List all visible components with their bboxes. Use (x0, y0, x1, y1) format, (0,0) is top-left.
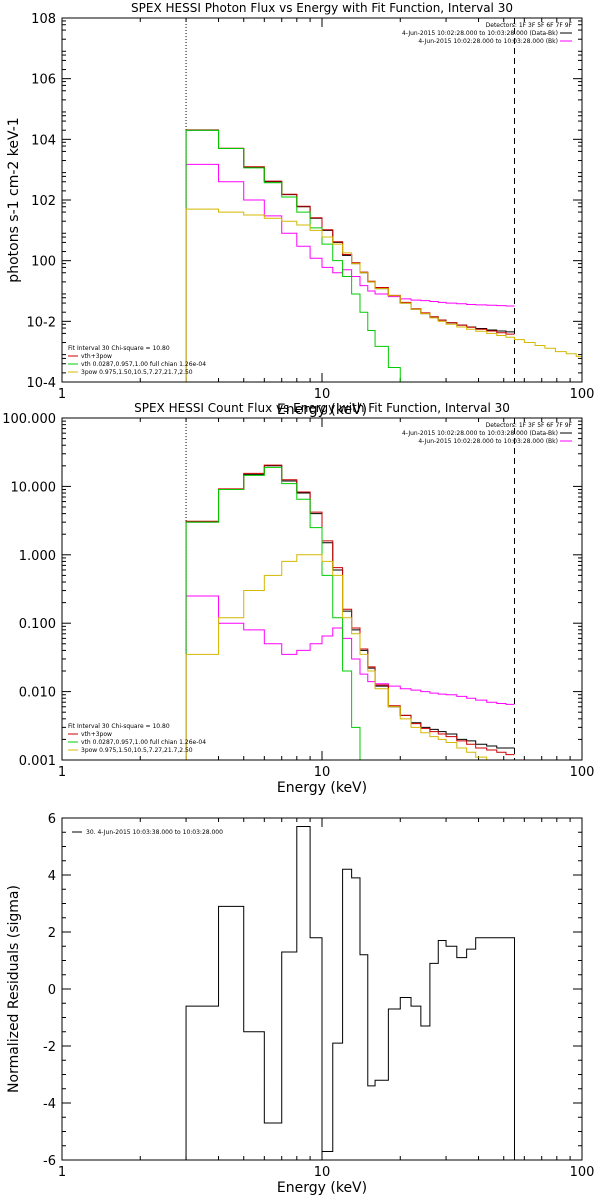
y-tick-label: 0.100 (19, 617, 56, 632)
y-tick-label: 0.010 (19, 686, 56, 701)
series-line-bk (185, 595, 515, 760)
y-tick-label: 2 (48, 926, 56, 941)
plot-frame (61, 817, 583, 1161)
x-tick-label: 1 (58, 1165, 66, 1180)
x-axis: 1 10 100 (58, 18, 595, 402)
y-axis-label: Normalized Residuals (sigma) (6, 885, 22, 1093)
y-tick-label: -6 (43, 1154, 56, 1169)
x-tick-label: 10 (314, 1165, 331, 1180)
legend-detectors: Detectors: 1F 3F 5F 6F 7F 9F (486, 422, 573, 429)
y-tick-label: 100 (31, 255, 56, 270)
legend-entry-bk: 4-Jun-2015 10:02:28.000 to 10:03:28.000 … (418, 38, 558, 45)
fit-legend: Fit Interval 30 Chi-square = 10.80vth+3p… (68, 345, 206, 376)
fit-legend-vth: vth 0.0287,0.957,1.00 full chian 1.26e-0… (81, 361, 206, 368)
fit-legend-total: vth+3pow (81, 731, 112, 738)
y-tick-label: 104 (31, 133, 56, 148)
series-group (185, 464, 515, 760)
photon-flux-panel: SPEX HESSI Photon Flux vs Energy with Fi… (6, 1, 595, 418)
series-line-vth-3pow (185, 129, 515, 382)
series-line-bk (185, 163, 515, 382)
chart-title: SPEX HESSI Count Flux vs Energy with Fit… (134, 401, 510, 415)
x-tick-label: 100 (570, 1165, 595, 1180)
legend-entry-bk: 4-Jun-2015 10:02:28.000 to 10:03:28.000 … (418, 438, 558, 445)
x-axis-label: Energy (keV) (277, 402, 367, 418)
fit-legend-total: vth+3pow (81, 353, 112, 360)
fit-legend-vth: vth 0.0287,0.957,1.00 full chian 1.26e-0… (81, 739, 206, 746)
series-line-vth (185, 129, 401, 382)
legend-entry-data-bk: 4-Jun-2015 10:02:28.000 to 10:03:28.000 … (402, 430, 558, 437)
y-tick-label: 108 (31, 12, 56, 27)
x-tick-label: 10 (314, 765, 331, 780)
series-line-vth-3pow (185, 464, 515, 760)
legend-entry-data-bk: 4-Jun-2015 10:02:28.000 to 10:03:28.000 … (402, 30, 558, 37)
x-tick-label: 100 (570, 387, 595, 402)
residual-legend: 30. 4-Jun-2015 10:03:38.000 to 10:03:28.… (72, 829, 223, 836)
fit-legend-title: Fit Interval 30 Chi-square = 10.80 (68, 723, 170, 730)
y-tick-label: 0 (48, 983, 56, 998)
y-tick-label: -2 (43, 1040, 56, 1055)
residuals-panel: 1 10 100 -6 -4 -2 0 2 4 6 Energy (keV) Normalized R… (6, 812, 595, 1196)
series-line-3pow (185, 554, 498, 760)
series-line-vth (185, 466, 361, 760)
x-tick-label: 100 (570, 765, 595, 780)
y-tick-label: 102 (31, 194, 56, 209)
y-axis-label: photons s-1 cm-2 keV-1 (6, 117, 22, 282)
y-tick-label: 100.000 (2, 412, 56, 427)
count-flux-panel: SPEX HESSI Count Flux vs Energy with Fit… (2, 401, 595, 796)
legend-detectors: Detectors: 1F 3F 5F 6F 7F 9F (486, 22, 573, 29)
x-tick-label: 1 (58, 387, 66, 402)
series-group (185, 129, 582, 382)
fit-legend: Fit Interval 30 Chi-square = 10.80vth+3p… (68, 723, 206, 754)
plot-frame (61, 417, 583, 761)
x-tick-label: 10 (314, 387, 331, 402)
y-tick-label: 106 (31, 73, 56, 88)
x-tick-label: 1 (58, 765, 66, 780)
y-tick-label: 10.000 (11, 480, 57, 495)
y-tick-label: 6 (48, 812, 56, 827)
series-line-3pow (185, 208, 582, 382)
series-group (185, 826, 515, 1160)
legend-header: Detectors: 1F 3F 5F 6F 7F 9F4-Jun-2015 1… (402, 422, 572, 445)
y-tick-label: -4 (43, 1097, 56, 1112)
fit-legend-title: Fit Interval 30 Chi-square = 10.80 (68, 345, 170, 352)
y-axis: -6 -4 -2 0 2 4 6 (43, 812, 582, 1169)
series-line-residuals (185, 826, 515, 1160)
x-axis: 1 10 100 (58, 818, 595, 1180)
x-axis-label: Energy (keV) (277, 1180, 367, 1196)
y-tick-label: 0.001 (19, 754, 56, 769)
plot-frame (61, 17, 583, 383)
y-tick-label: 10-2 (26, 315, 56, 330)
y-tick-label: 1.000 (19, 549, 56, 564)
x-axis-label: Energy (keV) (277, 780, 367, 796)
y-tick-label: 10-4 (26, 376, 56, 391)
fit-legend-3pow: 3pow 0.975,1.50,10.5,7.27,21.7,2.50 (81, 369, 193, 376)
chart-title: SPEX HESSI Photon Flux vs Energy with Fi… (131, 1, 513, 15)
residual-legend-text: 30. 4-Jun-2015 10:03:38.000 to 10:03:28.… (86, 829, 223, 836)
series-line-data-bk (185, 129, 515, 382)
fit-legend-3pow: 3pow 0.975,1.50,10.5,7.27,21.7,2.50 (81, 747, 193, 754)
y-axis: 0.001 0.010 0.100 1.000 10.000 100.000 (2, 412, 582, 769)
y-axis: 10-4 10-2 100 102 104 106 108 (26, 12, 582, 391)
y-tick-label: 4 (48, 869, 56, 884)
legend-header: Detectors: 1F 3F 5F 6F 7F 9F4-Jun-2015 1… (402, 22, 572, 45)
x-axis: 1 10 100 (58, 418, 595, 780)
